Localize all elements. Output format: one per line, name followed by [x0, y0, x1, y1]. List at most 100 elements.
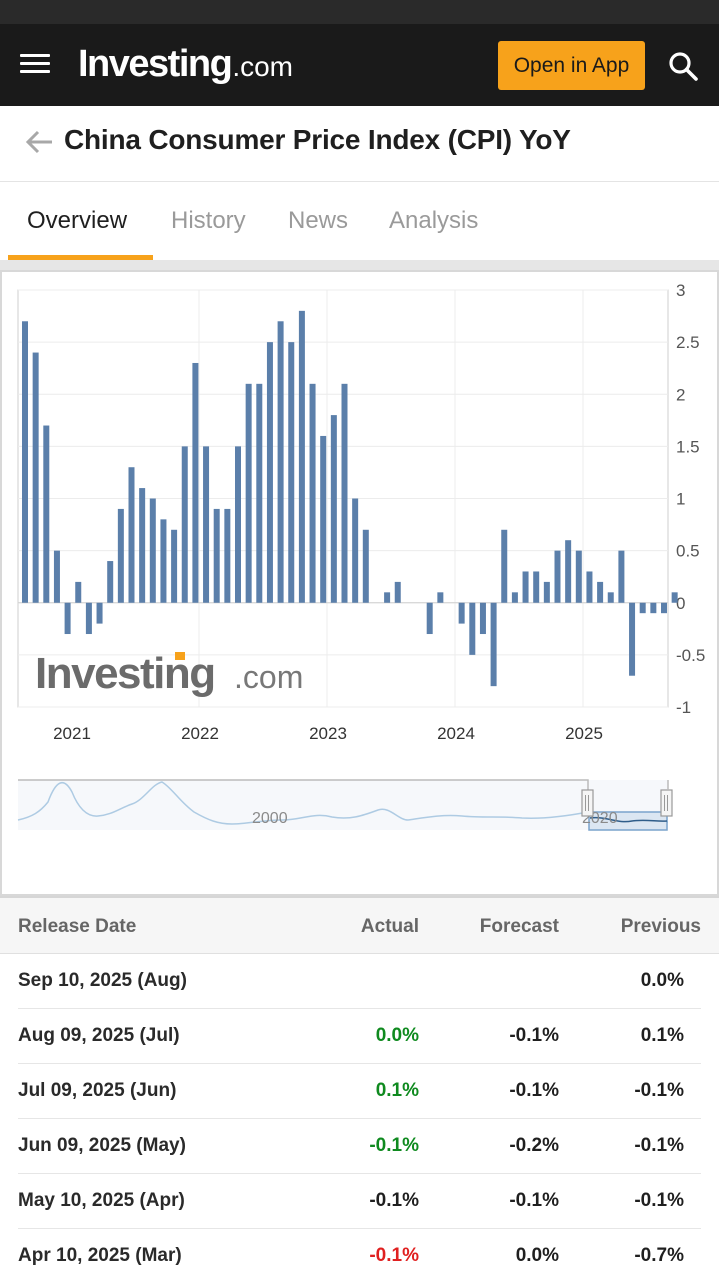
chart-bar[interactable]	[32, 352, 39, 603]
table-row[interactable]: Apr 10, 2025 (Mar) -0.1% 0.0% -0.7%	[0, 1229, 719, 1280]
navigator-outline	[18, 779, 589, 792]
navigator-handle[interactable]	[581, 789, 594, 817]
table-row[interactable]: Jul 09, 2025 (Jun) 0.1% -0.1% -0.1%	[0, 1064, 719, 1119]
back-arrow-icon[interactable]	[24, 127, 54, 157]
previous-cell: -0.1%	[634, 1080, 684, 1101]
table-row[interactable]: Sep 10, 2025 (Aug) 0.0%	[0, 954, 719, 1009]
chart-bar[interactable]	[192, 362, 199, 603]
chart-bar[interactable]	[171, 529, 178, 603]
table-row[interactable]: May 10, 2025 (Apr) -0.1% -0.1% -0.1%	[0, 1174, 719, 1229]
actual-cell: -0.1%	[369, 1135, 419, 1156]
chart-bar[interactable]	[139, 488, 146, 603]
investing-logo[interactable]: Investing .com	[78, 43, 293, 87]
chart-bar[interactable]	[96, 602, 103, 624]
chart-bar[interactable]	[85, 602, 92, 635]
col-release-date[interactable]: Release Date	[18, 916, 137, 937]
chart-bar[interactable]	[330, 415, 337, 603]
chart-bar[interactable]	[522, 571, 529, 603]
actual-cell: 0.1%	[375, 1080, 419, 1101]
navigator-area[interactable]	[18, 780, 668, 830]
chart-bar[interactable]	[479, 602, 486, 635]
chart-bar[interactable]	[384, 592, 391, 603]
chart-bar[interactable]	[533, 571, 540, 603]
chart-bar[interactable]	[575, 550, 582, 603]
chart-bar[interactable]	[213, 508, 220, 603]
chart-bar[interactable]	[671, 592, 678, 603]
navigator-handle[interactable]	[660, 789, 673, 817]
previous-cell: -0.1%	[634, 1190, 684, 1211]
chart-bar[interactable]	[320, 435, 327, 603]
chart-bar[interactable]	[639, 602, 646, 614]
y-tick-label: 1	[676, 490, 685, 509]
chart-bar[interactable]	[245, 383, 252, 603]
chart-bar[interactable]	[565, 540, 572, 603]
y-tick-label: -1	[676, 698, 691, 717]
chart-bar[interactable]	[511, 592, 518, 603]
tab-news[interactable]: News	[288, 207, 349, 234]
chart-bar[interactable]	[352, 498, 359, 603]
chart-bar[interactable]	[618, 550, 625, 603]
chart-bar[interactable]	[469, 602, 476, 655]
chart-bar[interactable]	[203, 446, 210, 603]
table-row[interactable]: Aug 09, 2025 (Jul) 0.0% -0.1% 0.1%	[0, 1009, 719, 1064]
chart-bar[interactable]	[650, 602, 657, 614]
chart-bar[interactable]	[181, 446, 188, 603]
row-divider	[18, 1008, 701, 1009]
chart-bar[interactable]	[266, 342, 273, 603]
watermark-accent	[175, 652, 185, 660]
col-actual[interactable]: Actual	[360, 916, 419, 937]
chart-bar[interactable]	[458, 602, 465, 624]
chart-bar[interactable]	[43, 425, 50, 603]
forecast-cell: -0.1%	[509, 1190, 559, 1211]
chart-bar[interactable]	[341, 383, 348, 603]
chart-bar[interactable]	[288, 342, 295, 603]
chart-bar[interactable]	[160, 519, 167, 603]
chart-bar[interactable]	[128, 467, 135, 603]
open-in-app-button[interactable]: Open in App	[498, 41, 645, 90]
chart-bar[interactable]	[256, 383, 263, 603]
chart-bar[interactable]	[75, 581, 82, 603]
chart-bar[interactable]	[277, 321, 284, 603]
chart-bar[interactable]	[597, 581, 604, 603]
tab-overview[interactable]: Overview	[27, 207, 128, 234]
row-divider	[18, 1173, 701, 1174]
chart-bar[interactable]	[543, 581, 550, 603]
chart-bar[interactable]	[629, 602, 636, 676]
table-row[interactable]: Jun 09, 2025 (May) -0.1% -0.2% -0.1%	[0, 1119, 719, 1174]
chart-bar[interactable]	[22, 321, 28, 603]
chart-bar[interactable]	[224, 508, 231, 603]
status-bar	[0, 0, 719, 24]
chart-bar[interactable]	[426, 602, 433, 635]
chart-bar[interactable]	[235, 446, 241, 603]
chart-bar[interactable]	[490, 602, 497, 687]
chart-bar[interactable]	[437, 592, 444, 603]
col-forecast[interactable]: Forecast	[479, 916, 559, 937]
chart-bar[interactable]	[394, 581, 401, 603]
cpi-bar-chart[interactable]: 3 2.5 2 1.5 1 0.5 0 -0.5 -1 2021 2022 2023 2024 2025 I…	[2, 272, 717, 894]
y-tick-label: 3	[676, 281, 685, 300]
actual-cell: 0.0%	[375, 1025, 419, 1046]
chart-bar[interactable]	[53, 550, 60, 603]
chart-bar[interactable]	[298, 310, 305, 603]
tab-history[interactable]: History	[171, 207, 246, 234]
chart-bar[interactable]	[149, 498, 156, 603]
chart-bar[interactable]	[661, 602, 667, 614]
chart-watermark-suffix: .com	[234, 659, 303, 695]
chart-bar[interactable]	[501, 529, 508, 603]
chart-bar[interactable]	[64, 602, 71, 635]
tab-analysis[interactable]: Analysis	[389, 207, 479, 234]
tab-divider	[0, 260, 719, 270]
chart-bar[interactable]	[107, 561, 114, 603]
search-icon[interactable]	[668, 51, 698, 81]
chart-bar[interactable]	[586, 571, 593, 603]
col-previous[interactable]: Previous	[620, 916, 701, 937]
chart-bar[interactable]	[117, 508, 124, 603]
chart-bar[interactable]	[607, 592, 614, 603]
chart-bar[interactable]	[362, 529, 369, 603]
menu-icon[interactable]	[20, 52, 51, 76]
navigator-line	[17, 781, 669, 825]
tab-bar: Overview History News Analysis	[0, 183, 719, 261]
row-divider	[18, 1063, 701, 1064]
chart-bar[interactable]	[309, 383, 316, 603]
chart-bar[interactable]	[554, 550, 561, 603]
